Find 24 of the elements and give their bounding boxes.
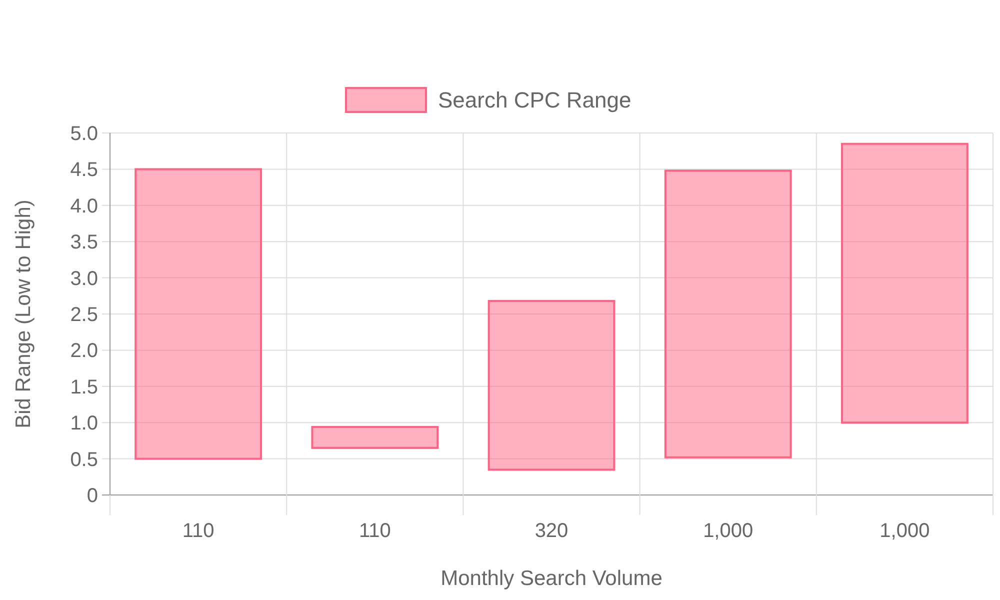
y-tick-label: 3.0 (70, 268, 98, 290)
bar (311, 426, 439, 449)
x-tick-label: 110 (182, 520, 214, 542)
y-tick-label: 3.5 (70, 232, 98, 254)
x-tick-label: 110 (358, 520, 391, 542)
x-axis-title: Monthly Search Volume (440, 567, 662, 590)
x-tick-label: 1,000 (880, 520, 930, 542)
y-tick-label: 1.5 (70, 376, 98, 398)
y-tick-label: 1.0 (70, 412, 98, 435)
bar (134, 168, 262, 460)
x-tick-label: 1,000 (703, 520, 754, 542)
y-axis-title: Bid Range (Low to High) (12, 200, 35, 428)
bar (841, 142, 968, 424)
y-tick-label: 0.5 (70, 448, 98, 471)
bar (664, 170, 792, 458)
y-tick-label: 2.5 (70, 304, 98, 326)
y-tick-label: 0 (86, 485, 98, 507)
x-tick-label: 320 (534, 520, 568, 542)
y-tick-label: 5.0 (70, 123, 98, 145)
y-tick-label: 4.5 (70, 159, 98, 182)
y-tick-label: 2.0 (70, 340, 98, 362)
y-tick-label: 4.0 (70, 195, 98, 218)
bar (488, 300, 616, 471)
legend-label: Search CPC Range (438, 88, 632, 113)
